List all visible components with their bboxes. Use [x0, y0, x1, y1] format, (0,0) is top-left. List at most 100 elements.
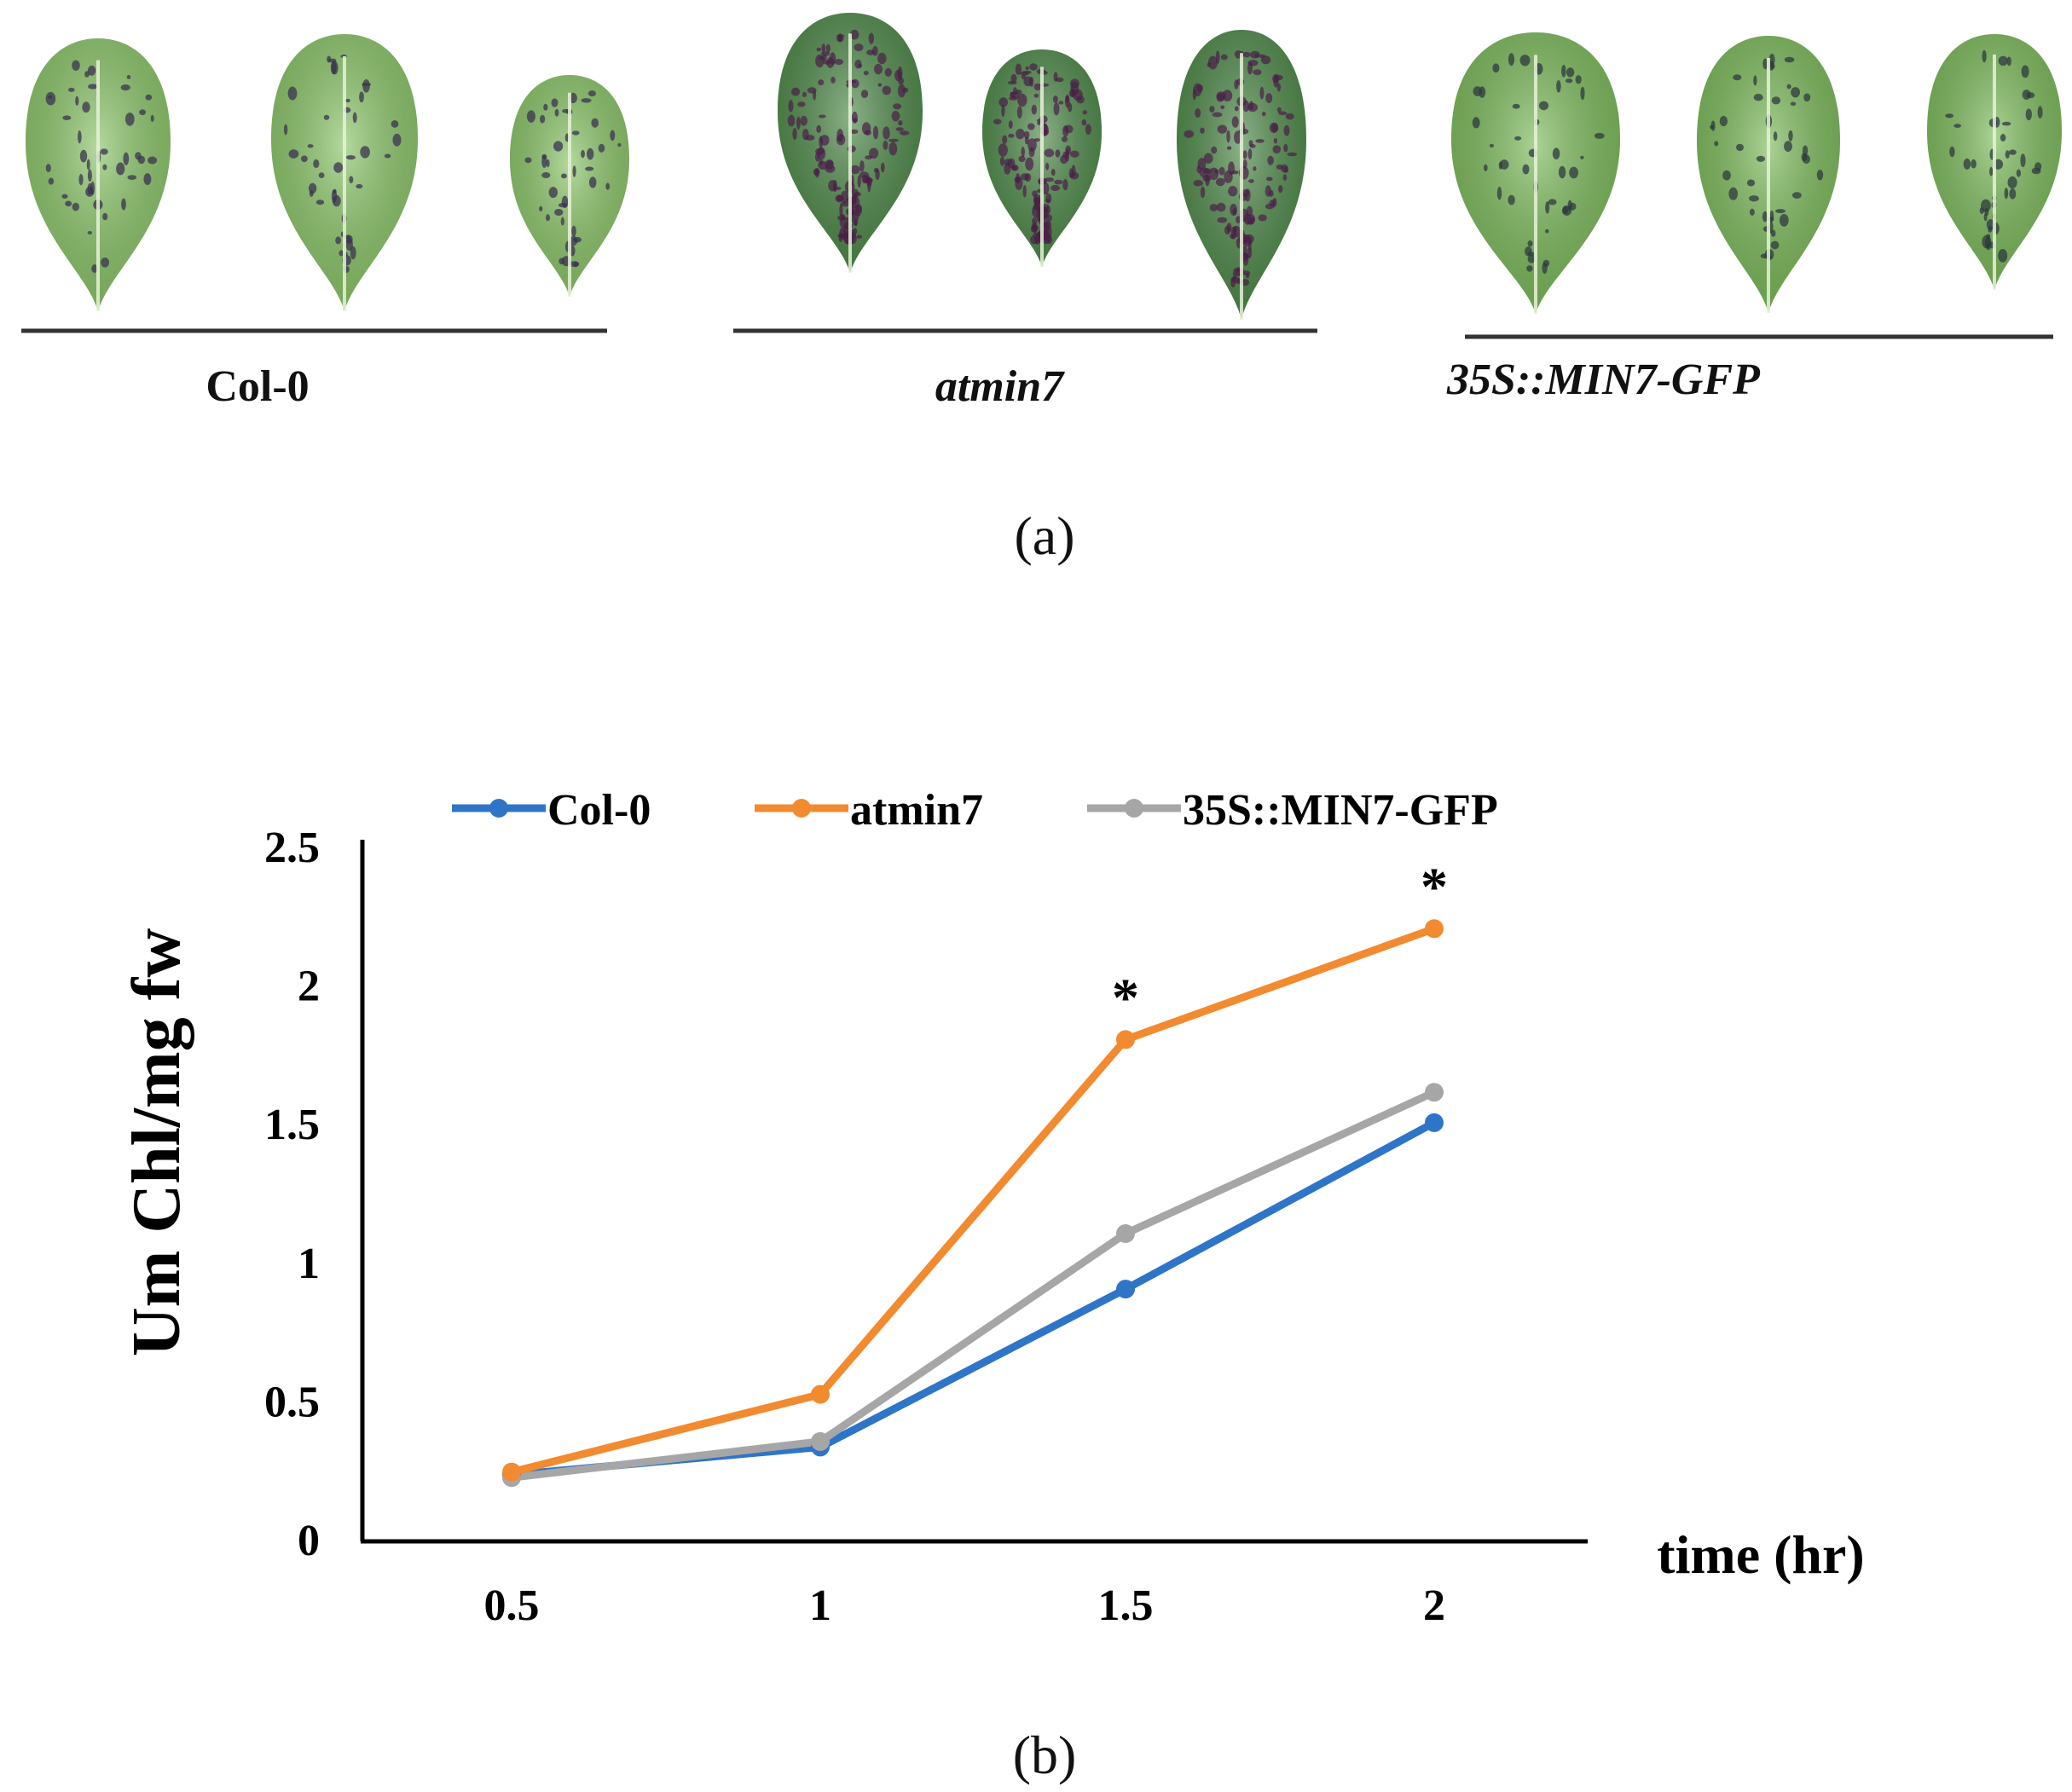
leaf-spot: [1199, 167, 1210, 178]
leaf-spot: [841, 214, 845, 220]
leaf-spot: [350, 246, 356, 260]
leaf-spot: [1273, 137, 1278, 144]
leaf-spot: [1205, 174, 1210, 187]
data-point: [811, 1431, 830, 1451]
leaf-spot: [360, 146, 370, 159]
leaf-spot: [571, 225, 576, 237]
series-lines: [510, 925, 1437, 1482]
leaf-spot: [1025, 66, 1029, 71]
leaf-spot: [559, 257, 564, 265]
leaf-spot: [1492, 63, 1500, 73]
leaf-spot: [78, 174, 84, 186]
leaf-spot: [87, 231, 93, 234]
leaf-spot: [333, 162, 344, 173]
leaf-spot: [1056, 77, 1064, 83]
leaf-spot: [825, 165, 836, 173]
leaf-spot: [850, 129, 859, 134]
leaf-spot: [335, 236, 341, 245]
leaf-spot: [1231, 276, 1241, 283]
leaf-spot: [1272, 145, 1282, 154]
leaf-spot: [1285, 113, 1294, 120]
leaf-spot: [1802, 154, 1810, 165]
leaf-spot: [1244, 234, 1254, 244]
leaf-spot: [1963, 158, 1971, 170]
x-tick-label: 1.5: [1098, 1581, 1154, 1630]
leaf-spot: [345, 155, 356, 160]
y-tick-label: 0: [298, 1517, 320, 1565]
leaf-spot: [1484, 164, 1488, 171]
leaf-spot: [1556, 80, 1561, 93]
leaf-spot: [1242, 51, 1251, 58]
leaf-spot: [1998, 249, 2008, 263]
leaf-spot: [543, 103, 548, 111]
leaf-spot: [1522, 164, 1530, 175]
leaf-spot: [1545, 228, 1549, 234]
leaf-spot: [1255, 139, 1265, 143]
leaf-spot: [880, 162, 885, 173]
leaf-spot: [1496, 187, 1502, 200]
leaf-spot: [1232, 269, 1238, 280]
leaf-spot: [82, 101, 90, 113]
leaf-spot: [1042, 229, 1048, 238]
leaf-spot: [1062, 179, 1068, 191]
leaf-image: [271, 34, 418, 311]
y-axis-label: Um Chl/mg fw: [119, 928, 194, 1356]
leaf-spot: [800, 115, 807, 126]
leaf-spot: [1226, 223, 1232, 233]
leaf-spot: [1045, 193, 1052, 204]
leaf-spot: [1802, 145, 1809, 157]
leaf-spot: [1200, 186, 1206, 199]
leaf-spot: [1232, 208, 1237, 216]
leaf-spot: [1073, 89, 1083, 101]
leaf-spot: [883, 126, 890, 140]
leaf-spot: [605, 182, 611, 190]
leaf-spot: [362, 79, 370, 93]
leaf-spot: [1986, 234, 1991, 240]
leaf-spot: [1008, 133, 1015, 138]
leaf-spot: [1788, 130, 1793, 142]
leaf-spot: [1020, 72, 1029, 76]
leaf-spot: [1762, 58, 1768, 70]
leaf-spot: [1034, 236, 1041, 245]
leaf-spot: [48, 177, 55, 185]
leaf-spot: [819, 159, 823, 165]
leaf-spot: [120, 84, 130, 91]
leaf-spot: [1280, 164, 1288, 173]
leaf-spot: [102, 164, 107, 171]
leaf-spot: [1231, 116, 1239, 128]
leaf-spot: [1736, 143, 1744, 152]
leaf-spot: [840, 201, 850, 207]
leaf-spot: [1248, 179, 1254, 183]
leaf-spot: [1020, 173, 1029, 181]
leaf-spot: [1054, 179, 1063, 185]
leaf-spot: [553, 141, 564, 152]
leaf-spot: [857, 175, 861, 188]
leaf-spot: [1203, 153, 1213, 164]
leaf-spot: [872, 46, 878, 56]
leaf-image: [510, 75, 629, 297]
leaf-spot: [850, 29, 859, 40]
panel-b-line-chart: 00.511.522.5 0.5 1 1.5 2 ** Col-0 atmin7 35S:…: [119, 786, 1865, 1785]
leaf-spot: [1214, 169, 1218, 174]
leaf-spot: [143, 173, 152, 186]
data-point: [1116, 1280, 1135, 1299]
leaf-spot: [48, 95, 52, 99]
leaf-spot: [1791, 192, 1802, 199]
legend-swatch-marker: [489, 799, 508, 818]
leaf-spot: [814, 152, 820, 162]
leaf-spot: [1045, 162, 1050, 171]
leaf-spot: [1265, 185, 1271, 197]
leaf-spot: [834, 59, 843, 66]
leaf-spot: [816, 47, 821, 52]
significance-star: *: [1421, 856, 1448, 916]
leaf-spot: [884, 67, 892, 77]
leaf-spot: [1034, 198, 1039, 206]
leaf-spot: [1053, 102, 1060, 116]
leaf-spot: [1566, 78, 1573, 84]
leaf-spot: [1008, 120, 1013, 130]
leaf-spot: [883, 140, 888, 150]
leaf-spot: [1253, 69, 1262, 76]
leaf-spot: [888, 138, 899, 142]
y-tick-label: 2.5: [264, 824, 320, 872]
leaf-spot: [1753, 75, 1757, 86]
